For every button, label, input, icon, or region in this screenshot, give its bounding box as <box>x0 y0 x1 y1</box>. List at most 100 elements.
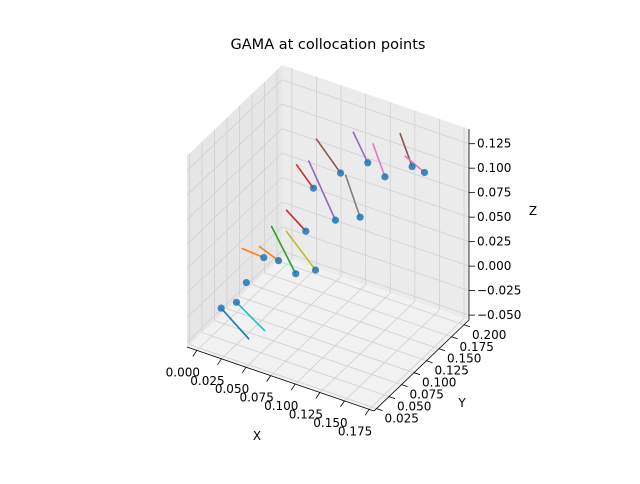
grid-line-y <box>264 272 452 338</box>
grid-line-x <box>319 301 416 393</box>
data-point <box>336 169 345 177</box>
grid-line-y <box>226 308 415 374</box>
y-tick-label: 0.050 <box>397 400 431 414</box>
y-tick <box>426 360 433 364</box>
vector-segment <box>285 209 307 232</box>
z-tick-label: 0.075 <box>477 186 511 200</box>
floor-pane <box>187 256 469 411</box>
vector-segment <box>372 143 386 178</box>
data-point <box>217 304 225 312</box>
vector-segment <box>307 160 337 221</box>
grid-line-y <box>239 296 427 362</box>
data-point <box>302 227 310 235</box>
data-point <box>408 162 416 171</box>
vector-segment <box>295 163 315 189</box>
vector-segment <box>344 174 361 218</box>
data-point <box>260 253 268 262</box>
grid-line-x <box>221 267 317 360</box>
z-tick-label: −0.050 <box>477 308 521 322</box>
z-tick-label: 0.000 <box>477 259 511 273</box>
x-tick-label: 0.025 <box>190 374 224 388</box>
y-tick <box>401 384 408 388</box>
z-tick-label: 0.050 <box>477 210 511 224</box>
grid-line-x <box>245 275 342 368</box>
grid-line-z <box>281 152 470 218</box>
grid-line-y <box>189 344 377 409</box>
grid-line-x <box>368 318 465 410</box>
x-tick-label: 0.050 <box>215 382 249 396</box>
grid-line-x <box>294 292 391 385</box>
grid-line-z <box>186 250 283 343</box>
y-tick-label: 0.025 <box>385 412 419 426</box>
data-point <box>232 298 241 306</box>
y-tick-label: 0.175 <box>460 340 494 354</box>
grid-line-z <box>281 128 470 194</box>
grid-line-z <box>281 201 470 267</box>
axis-panes <box>187 65 469 411</box>
y-tick <box>376 408 383 411</box>
y-tick <box>388 396 396 400</box>
x-axis-label: X <box>253 429 261 443</box>
x-tick-label: 0.125 <box>289 407 323 421</box>
grid-lines <box>186 68 470 410</box>
grid-line-z <box>281 250 470 316</box>
x-tick <box>192 350 198 357</box>
y-tick-label: 0.150 <box>447 352 481 366</box>
data-point <box>420 168 429 177</box>
data-point <box>292 270 300 278</box>
vector-segment <box>285 230 317 271</box>
x-tick-label: 0.150 <box>313 416 347 430</box>
z-axis-label: Z <box>529 204 537 218</box>
z-tick-label: −0.025 <box>477 284 521 298</box>
x-tick <box>241 366 247 374</box>
grid-line-x <box>196 259 293 351</box>
y-axis-label: Y <box>457 396 466 410</box>
y-tick <box>413 372 421 376</box>
vector-segment <box>241 247 265 259</box>
chart-title: GAMA at collocation points <box>231 37 426 53</box>
x-tick <box>364 409 370 416</box>
x-tick-label: 0.075 <box>239 391 273 405</box>
y-tick-label: 0.075 <box>410 388 444 402</box>
axis-lines <box>186 129 470 412</box>
x-tick <box>315 392 321 399</box>
vector-segment <box>220 307 250 340</box>
vector-segment <box>270 225 297 275</box>
grid-line-z <box>281 103 470 169</box>
y-tick <box>438 348 446 352</box>
grid-line-y <box>276 260 465 326</box>
y-axis-line <box>373 319 470 412</box>
x-tick <box>217 358 222 366</box>
x-tick <box>266 375 271 382</box>
tick-labels: 0.0000.0250.0500.0750.1000.1250.1500.175… <box>166 137 522 439</box>
back-pane <box>282 65 469 320</box>
y-tick <box>451 336 458 340</box>
tick-marks <box>192 143 475 416</box>
x-tick <box>340 400 345 408</box>
data-point <box>331 216 340 224</box>
y-tick-label: 0.125 <box>435 364 469 378</box>
vector-segment <box>315 138 342 174</box>
grid-line-z <box>281 226 470 291</box>
grid-line-z <box>186 201 283 294</box>
vector-segment <box>235 301 266 332</box>
point-series <box>217 159 429 312</box>
x-tick <box>290 383 296 391</box>
grid-line-z <box>186 226 283 318</box>
data-point <box>364 159 372 167</box>
grid-line-z <box>281 79 470 145</box>
vector-segment <box>352 131 369 164</box>
grid-line-z <box>186 177 283 269</box>
z-tick-label: 0.125 <box>477 137 511 151</box>
grid-line-z <box>186 128 283 220</box>
y-tick <box>463 324 471 328</box>
y-tick-label: 0.200 <box>472 328 506 342</box>
grid-line-z <box>186 79 283 171</box>
z-tick-label: 0.025 <box>477 235 511 249</box>
grid-line-y <box>201 332 390 398</box>
x-tick-label: 0.175 <box>338 424 372 438</box>
side-pane <box>187 65 282 347</box>
data-point <box>381 173 389 181</box>
y-tick-label: 0.100 <box>422 376 456 390</box>
